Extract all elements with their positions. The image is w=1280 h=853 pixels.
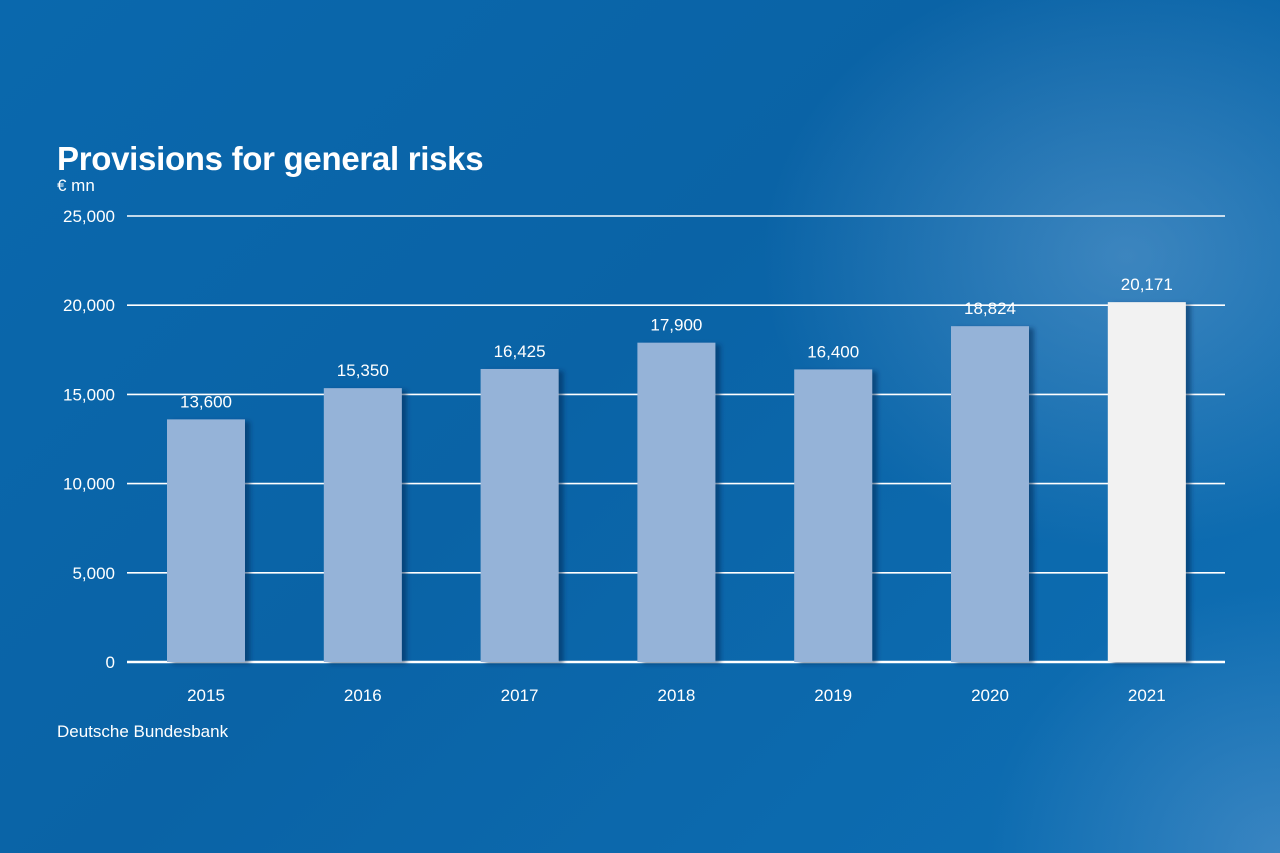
- data-label-2019: 16,400: [807, 342, 859, 361]
- y-tick-label: 5,000: [72, 564, 115, 583]
- y-tick-label: 15,000: [63, 385, 115, 404]
- data-label-2021: 20,171: [1121, 275, 1173, 294]
- bars: [167, 302, 1186, 662]
- y-tick-label: 10,000: [63, 475, 115, 494]
- x-tick-label-2015: 2015: [187, 686, 225, 705]
- y-tick-label: 25,000: [63, 207, 115, 226]
- x-tick-label-2021: 2021: [1128, 686, 1166, 705]
- y-tick-label: 20,000: [63, 296, 115, 315]
- data-label-2015: 13,600: [180, 392, 232, 411]
- x-tick-label-2019: 2019: [814, 686, 852, 705]
- bar-2021: [1107, 302, 1186, 662]
- data-label-2018: 17,900: [650, 316, 702, 335]
- data-label-2016: 15,350: [337, 361, 389, 380]
- bar-2019: [794, 369, 873, 662]
- bar-value-labels: 13,600 15,350 16,425 17,900 16,400 18,824 20,1…: [180, 275, 1173, 411]
- x-tick-label-2020: 2020: [971, 686, 1009, 705]
- y-axis-tick-labels: 0 5,000 10,000 15,000 20,000 25,000: [63, 207, 115, 672]
- data-label-2020: 18,824: [964, 299, 1016, 318]
- x-tick-label-2018: 2018: [657, 686, 695, 705]
- bar-2016: [323, 388, 402, 662]
- y-tick-label: 0: [106, 653, 115, 672]
- bar-2017: [480, 368, 559, 662]
- x-tick-label-2016: 2016: [344, 686, 382, 705]
- y-axis-unit-label: € mn: [57, 176, 95, 195]
- bar-2015: [167, 419, 245, 662]
- x-tick-label-2017: 2017: [501, 686, 539, 705]
- chart-title: Provisions for general risks: [57, 140, 484, 177]
- source-label: Deutsche Bundesbank: [57, 722, 229, 741]
- bar-2018: [637, 342, 716, 662]
- x-axis-category-labels: 2015 2016 2017 2018 2019 2020 2021: [187, 686, 1166, 705]
- data-label-2017: 16,425: [494, 342, 546, 361]
- bar-2020: [951, 326, 1029, 662]
